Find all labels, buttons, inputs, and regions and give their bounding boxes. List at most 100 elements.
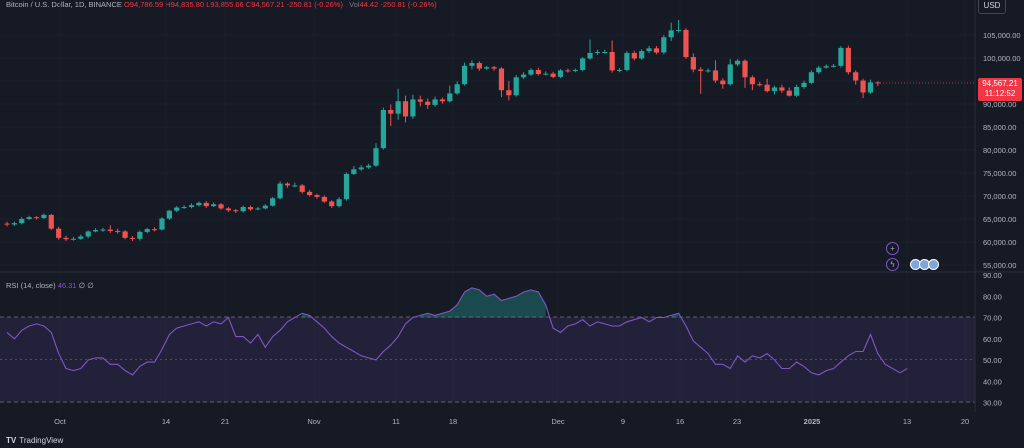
candle-body [270, 198, 276, 206]
candle-body [262, 205, 268, 209]
candle-body [742, 60, 748, 78]
candle-body [240, 207, 246, 212]
rsi-legend[interactable]: RSI (14, close) 46.31 ∅ ∅ [6, 281, 94, 290]
rsi-axis-label: 30.00 [983, 399, 1002, 408]
candle-body [70, 238, 77, 240]
candle-body [343, 173, 350, 200]
candle-body [314, 195, 320, 197]
rsi-name[interactable]: RSI (14, close) [6, 281, 56, 290]
candle-body [366, 165, 372, 168]
candle-body [727, 64, 733, 85]
time-axis-label: 11 [392, 417, 400, 426]
time-axis-label: 14 [162, 417, 170, 426]
candle-body [845, 47, 851, 73]
last-price: 94,567.21 [982, 79, 1018, 88]
candle-body [808, 72, 815, 83]
candle-body [181, 207, 187, 209]
candle-body [395, 101, 401, 114]
time-axis-label: 18 [449, 417, 457, 426]
candle-body [144, 229, 150, 232]
currency-button[interactable]: USD [978, 0, 1006, 14]
price-axis-label: 100,000.00 [983, 54, 1021, 63]
candle-body [867, 82, 874, 93]
candle-body [115, 230, 121, 232]
candle-body [417, 99, 423, 102]
candle-body [830, 65, 837, 67]
candle-body [646, 48, 652, 52]
add-alert-icon[interactable]: + [886, 242, 899, 255]
candle-body [757, 84, 763, 86]
time-axis-label: 2025 [804, 417, 821, 426]
event-flag-icon[interactable] [928, 259, 939, 270]
price-axis-label: 75,000.00 [983, 169, 1016, 178]
rsi-band [0, 317, 975, 402]
candle-body [174, 207, 180, 211]
close-value: C94,567.21 [245, 0, 285, 9]
candle-body [616, 69, 623, 71]
candle-body [609, 52, 615, 71]
rsi-axis-label: 40.00 [983, 377, 1002, 386]
high-value: H94,835.80 [165, 0, 205, 9]
rsi-overbought-fill [302, 287, 679, 318]
candle-body [299, 185, 305, 192]
candle-body [48, 214, 54, 229]
price-axis-label: 85,000.00 [983, 123, 1016, 132]
candle-body [454, 84, 460, 94]
last-price-badge: 94,567.21 11:12:52 [978, 78, 1022, 101]
symbol-name[interactable]: Bitcoin / U.S. Dollar, 1D, BINANCE [6, 0, 122, 9]
candle-body [838, 47, 844, 66]
rsi-axis-label: 90.00 [983, 271, 1002, 280]
candle-body [233, 210, 239, 212]
candle-body [764, 84, 770, 92]
bar-countdown: 11:12:52 [984, 89, 1016, 98]
rsi-line [6, 287, 908, 376]
candle-body [580, 58, 586, 70]
candle-body [506, 90, 512, 96]
open-value: O94,786.59 [123, 0, 164, 9]
price-axis-label: 55,000.00 [983, 261, 1016, 270]
candle-body [329, 201, 335, 207]
candle-body [513, 77, 519, 96]
candle-body [535, 69, 541, 75]
candle-body [306, 191, 313, 196]
candle-body [565, 70, 571, 72]
lightning-icon[interactable]: ϟ [886, 258, 899, 271]
candle-body [498, 68, 505, 91]
time-axis-label: 13 [903, 417, 911, 426]
volume-value: 44.42 [359, 0, 379, 9]
candle-body [358, 167, 364, 170]
price-axis-label: 70,000.00 [983, 192, 1016, 201]
candle-body [439, 99, 446, 102]
candle-body [351, 169, 357, 174]
candle-body [875, 82, 881, 84]
candle-body [425, 101, 431, 105]
candle-body [255, 208, 261, 210]
time-axis-label: Nov [307, 417, 321, 426]
candle-body [469, 63, 475, 66]
candle-body [602, 52, 608, 54]
rsi-value: 46.31 [57, 281, 77, 290]
candle-body [92, 230, 99, 232]
candle-body [107, 229, 113, 231]
candle-body [461, 65, 468, 85]
candle-body [816, 67, 822, 73]
candle-body [543, 73, 549, 75]
candle-body [801, 82, 807, 87]
candle-body [56, 228, 62, 238]
time-axis-label: 21 [221, 417, 229, 426]
tradingview-logo[interactable]: TV TradingView [6, 436, 63, 445]
candle-body [19, 219, 25, 224]
candle-body [85, 231, 91, 237]
candle-body [698, 69, 704, 71]
rsi-axis-label: 70.00 [983, 314, 1002, 323]
candle-body [690, 57, 696, 70]
candle-body [860, 80, 866, 93]
candle-body [705, 70, 711, 72]
candle-body [26, 217, 32, 219]
candle-body [122, 231, 128, 238]
candle-body [624, 52, 630, 70]
candle-body [100, 229, 106, 231]
candle-body [129, 237, 136, 239]
candle-body [557, 70, 564, 77]
